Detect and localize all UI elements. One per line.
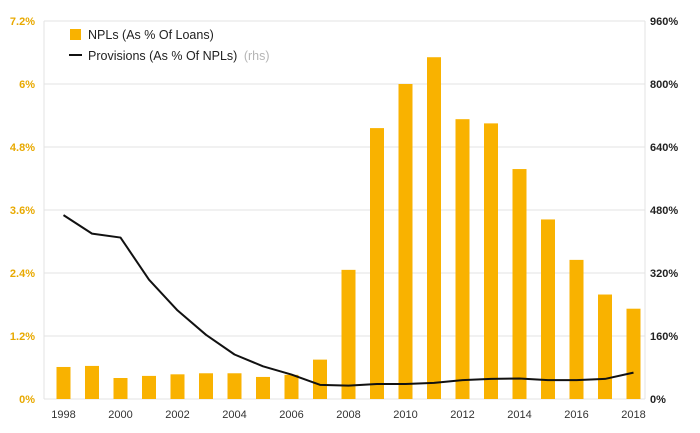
npl-bar [227, 373, 242, 399]
x-tick-label: 1998 [51, 409, 75, 421]
left-tick-label: 1.2% [10, 331, 35, 343]
npl-bar [170, 374, 185, 399]
left-tick-label: 6% [19, 79, 35, 91]
npl-bar [569, 259, 584, 399]
npl-bar [313, 359, 327, 399]
npl-bar [484, 123, 498, 399]
npl-bar [284, 374, 299, 399]
npl-bar [370, 128, 384, 399]
x-tick-label: 2012 [450, 409, 474, 421]
left-tick-label: 2.4% [10, 268, 35, 280]
legend: NPLs (As % Of Loans) Provisions (As % Of… [69, 28, 270, 63]
npl-bar [398, 84, 413, 399]
left-tick-label: 7.2% [10, 16, 35, 28]
x-tick-label: 2010 [393, 409, 417, 421]
npl-bar [142, 375, 156, 399]
provisions-line-group [62, 214, 634, 387]
right-axis: 0% 160% 320% 480% 640% 800% 960% [650, 16, 678, 406]
x-tick-label: 2014 [507, 409, 531, 421]
npl-bar [541, 219, 555, 399]
npl-bar [85, 365, 99, 399]
npl-bar [113, 378, 128, 399]
npl-bar [256, 376, 270, 399]
left-axis: 0% 1.2% 2.4% 3.6% 4.8% 6% 7.2% [10, 16, 35, 406]
x-tick-label: 2002 [165, 409, 189, 421]
npl-bar [56, 366, 71, 399]
npl-bar [626, 308, 641, 399]
legend-label-provisions: Provisions (As % Of NPLs) (rhs) [88, 49, 270, 63]
npl-bar [598, 294, 612, 399]
x-tick-label: 2018 [621, 409, 645, 421]
x-tick-label: 2008 [336, 409, 360, 421]
x-tick-label: 2016 [564, 409, 588, 421]
npl-bar [427, 57, 441, 399]
right-tick-label: 800% [650, 79, 678, 91]
right-tick-label: 960% [650, 16, 678, 28]
x-tick-label: 2000 [108, 409, 132, 421]
npl-bar [455, 119, 470, 400]
legend-label-npls: NPLs (As % Of Loans) [88, 28, 214, 42]
x-axis: 1998 2000 2002 2004 2006 2008 2010 2012 2014 2016… [51, 409, 645, 421]
legend-swatch-npls [70, 29, 81, 40]
left-tick-label: 0% [19, 394, 35, 406]
left-tick-label: 3.6% [10, 205, 35, 217]
x-tick-label: 2004 [222, 409, 246, 421]
right-tick-label: 320% [650, 268, 678, 280]
right-tick-label: 0% [650, 394, 666, 406]
right-tick-label: 160% [650, 331, 678, 343]
npl-bar [512, 169, 527, 399]
x-tick-label: 2006 [279, 409, 303, 421]
npl-bar [199, 373, 213, 399]
right-tick-label: 480% [650, 205, 678, 217]
left-tick-label: 4.8% [10, 142, 35, 154]
npl-bar [341, 269, 356, 399]
npl-bars [56, 57, 641, 400]
right-tick-label: 640% [650, 142, 678, 154]
